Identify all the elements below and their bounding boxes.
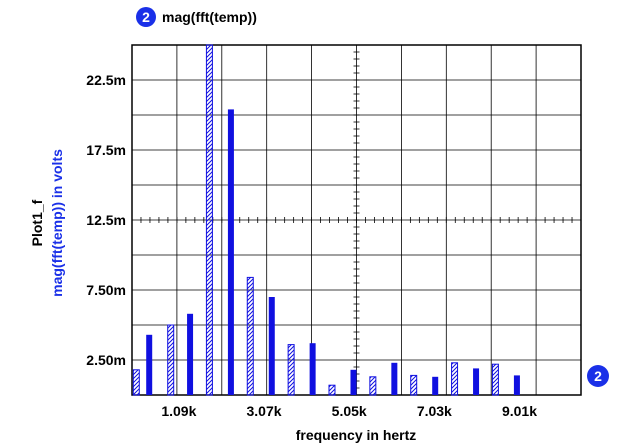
x-tick-label: 7.03k: [417, 403, 452, 419]
bar-solid: [473, 368, 480, 395]
bar-hatched: [132, 369, 140, 396]
bar-hatched: [167, 324, 175, 396]
y-tick-label: 12.5m: [86, 212, 126, 228]
y-axis-title-secondary: mag(fft(temp)) in volts: [49, 149, 65, 297]
center-axis-ticks: [131, 44, 582, 396]
bar-solid: [513, 375, 520, 395]
bar-solid: [227, 109, 234, 396]
y-tick-label: 2.50m: [86, 352, 126, 368]
bar-solid: [268, 297, 275, 395]
bar-solid: [391, 362, 398, 395]
x-tick-label: 3.07k: [247, 403, 282, 419]
bar-solid: [432, 376, 439, 395]
trace-end-number: 2: [594, 368, 602, 384]
y-tick-label: 22.5m: [86, 72, 126, 88]
legend: 2 mag(fft(temp)): [136, 7, 257, 27]
bars: [132, 44, 520, 396]
x-tick-label: 5.05k: [332, 403, 367, 419]
y-tick-label: 17.5m: [86, 142, 126, 158]
bar-hatched: [369, 376, 377, 396]
bar-solid: [187, 313, 194, 395]
bar-solid: [146, 334, 153, 395]
bar-hatched: [451, 362, 459, 396]
y-tick-labels: 2.50m 7.50m 12.5m 17.5m 22.5m: [86, 72, 126, 368]
bar-hatched: [328, 384, 336, 396]
bar-hatched: [205, 44, 213, 396]
bar-hatched: [491, 363, 499, 396]
trace-end-badge: [587, 365, 609, 387]
bar-hatched: [287, 344, 295, 396]
y-tick-label: 7.50m: [86, 282, 126, 298]
legend-trace-badge: [136, 7, 156, 27]
y-axis-title-primary: Plot1_f: [29, 199, 45, 246]
bar-solid: [309, 343, 316, 395]
trace-end-marker: 2: [587, 365, 609, 387]
x-axis-title: frequency in hertz: [296, 427, 417, 443]
legend-trace-number: 2: [142, 9, 150, 25]
legend-label: mag(fft(temp)): [162, 9, 257, 25]
x-tick-labels: 1.09k 3.07k 5.05k 7.03k 9.01k: [161, 403, 537, 419]
x-tick-label: 1.09k: [161, 403, 196, 419]
bar-hatched: [410, 374, 418, 396]
bar-hatched: [246, 276, 254, 396]
bar-solid: [350, 369, 357, 395]
x-tick-label: 9.01k: [502, 403, 537, 419]
